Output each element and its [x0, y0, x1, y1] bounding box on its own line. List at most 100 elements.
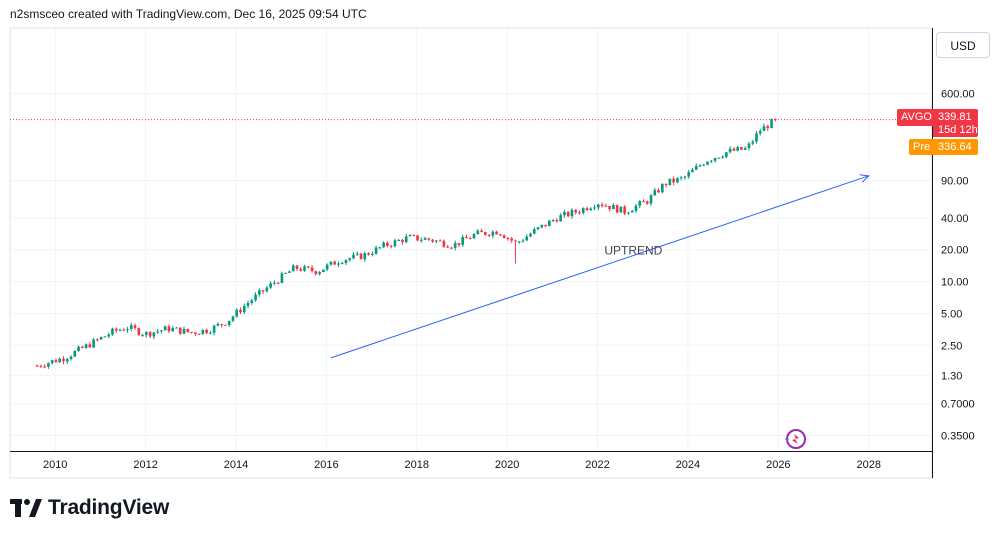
- candle-body: [732, 148, 736, 151]
- candle-body: [683, 176, 687, 178]
- candle-body: [713, 157, 717, 161]
- currency-button[interactable]: USD: [936, 32, 990, 58]
- candle-body: [600, 204, 604, 206]
- candle-body: [555, 220, 559, 222]
- candle-body: [107, 334, 110, 337]
- premarket-label-badge: Pre: [909, 139, 935, 155]
- candle-body: [280, 273, 284, 283]
- candle-body: [141, 334, 144, 336]
- candle-body: [171, 328, 175, 332]
- candle-series: [35, 118, 777, 369]
- candle-body: [634, 205, 638, 211]
- y-tick-label: 2.50: [941, 340, 962, 352]
- candle-body: [529, 233, 532, 237]
- candle-body: [751, 141, 755, 144]
- candle-body: [608, 205, 611, 210]
- candle-body: [359, 253, 363, 260]
- candle-body: [540, 224, 544, 228]
- candle-body: [412, 235, 416, 237]
- last-price-badge: 339.81 15d 12h: [933, 109, 978, 137]
- candle-body: [755, 133, 758, 142]
- chart-header: n2smsceo created with TradingView.com, D…: [10, 7, 367, 21]
- uptrend-line: [330, 175, 869, 359]
- chart-overlay: UPTREND: [10, 119, 932, 359]
- candle-body: [209, 332, 212, 334]
- candle-body: [694, 165, 698, 170]
- candle-body: [664, 184, 668, 186]
- x-tick-label: 2014: [224, 459, 248, 471]
- y-axis-ticks: 600.00 90.00 40.00 20.00 10.00 5.00 2.50 1.30 0.…: [941, 89, 975, 443]
- candle-body: [58, 358, 62, 363]
- candle-body: [544, 224, 547, 227]
- candle-body: [145, 331, 148, 335]
- candle-body: [446, 246, 449, 248]
- candle-body: [672, 178, 675, 183]
- candle-body: [378, 247, 382, 249]
- x-tick-label: 2010: [43, 459, 67, 471]
- candle-body: [126, 328, 129, 331]
- candle-body: [514, 240, 517, 242]
- candle-body: [645, 201, 649, 204]
- candle-body: [65, 359, 69, 362]
- candle-body: [698, 165, 702, 167]
- candle-body: [340, 263, 344, 265]
- y-tick-label: 20.00: [941, 245, 969, 257]
- uptrend-label: UPTREND: [604, 244, 662, 258]
- candle-body: [495, 231, 498, 235]
- candle-body: [581, 208, 585, 213]
- candle-body: [487, 234, 491, 236]
- candle-body: [231, 316, 235, 321]
- candle-body: [197, 333, 201, 335]
- last-price-value: 339.81: [938, 111, 972, 123]
- candle-body: [318, 272, 321, 275]
- candle-body: [182, 328, 186, 334]
- candle-body: [743, 148, 747, 150]
- candle-body: [352, 254, 355, 259]
- candle-body: [728, 148, 732, 153]
- bar-countdown: 15d 12h: [938, 124, 978, 136]
- candle-body: [265, 287, 269, 292]
- ticker-badge: AVGO: [897, 109, 936, 126]
- candle-body: [532, 229, 536, 234]
- candle-body: [762, 126, 766, 131]
- candle-body: [80, 346, 84, 348]
- candle-body: [404, 236, 408, 243]
- candle-body: [322, 269, 325, 273]
- candle-body: [476, 230, 480, 235]
- candle-body: [374, 247, 378, 254]
- candle-body: [371, 253, 374, 255]
- candle-body: [393, 240, 397, 247]
- candle-body: [114, 328, 118, 331]
- candle-body: [193, 332, 197, 334]
- candle-body: [310, 267, 314, 272]
- y-tick-label: 0.3500: [941, 431, 975, 443]
- candle-body: [563, 212, 566, 216]
- candle-body: [220, 324, 223, 326]
- candle-body: [423, 238, 427, 240]
- candle-body: [163, 326, 167, 331]
- candle-body: [261, 290, 265, 292]
- candle-body: [156, 331, 159, 333]
- candle-body: [175, 327, 178, 329]
- candle-body: [653, 190, 657, 196]
- candle-body: [453, 243, 457, 249]
- candle-body: [62, 358, 65, 362]
- candle-body: [118, 329, 122, 331]
- candle-body: [276, 282, 280, 284]
- candle-body: [506, 238, 510, 240]
- candle-body: [468, 238, 472, 240]
- candle-body: [133, 325, 137, 329]
- candle-body: [348, 258, 352, 261]
- candle-body: [657, 190, 660, 193]
- candle-body: [258, 290, 261, 295]
- sparkle-icon[interactable]: [785, 429, 806, 449]
- candle-body: [386, 242, 389, 246]
- candle-body: [510, 238, 513, 241]
- candle-body: [725, 152, 728, 157]
- candle-body: [190, 332, 193, 334]
- x-tick-label: 2022: [585, 459, 609, 471]
- tradingview-logo[interactable]: TradingView: [10, 496, 169, 520]
- candle-body: [367, 253, 370, 255]
- candle-body: [122, 329, 126, 331]
